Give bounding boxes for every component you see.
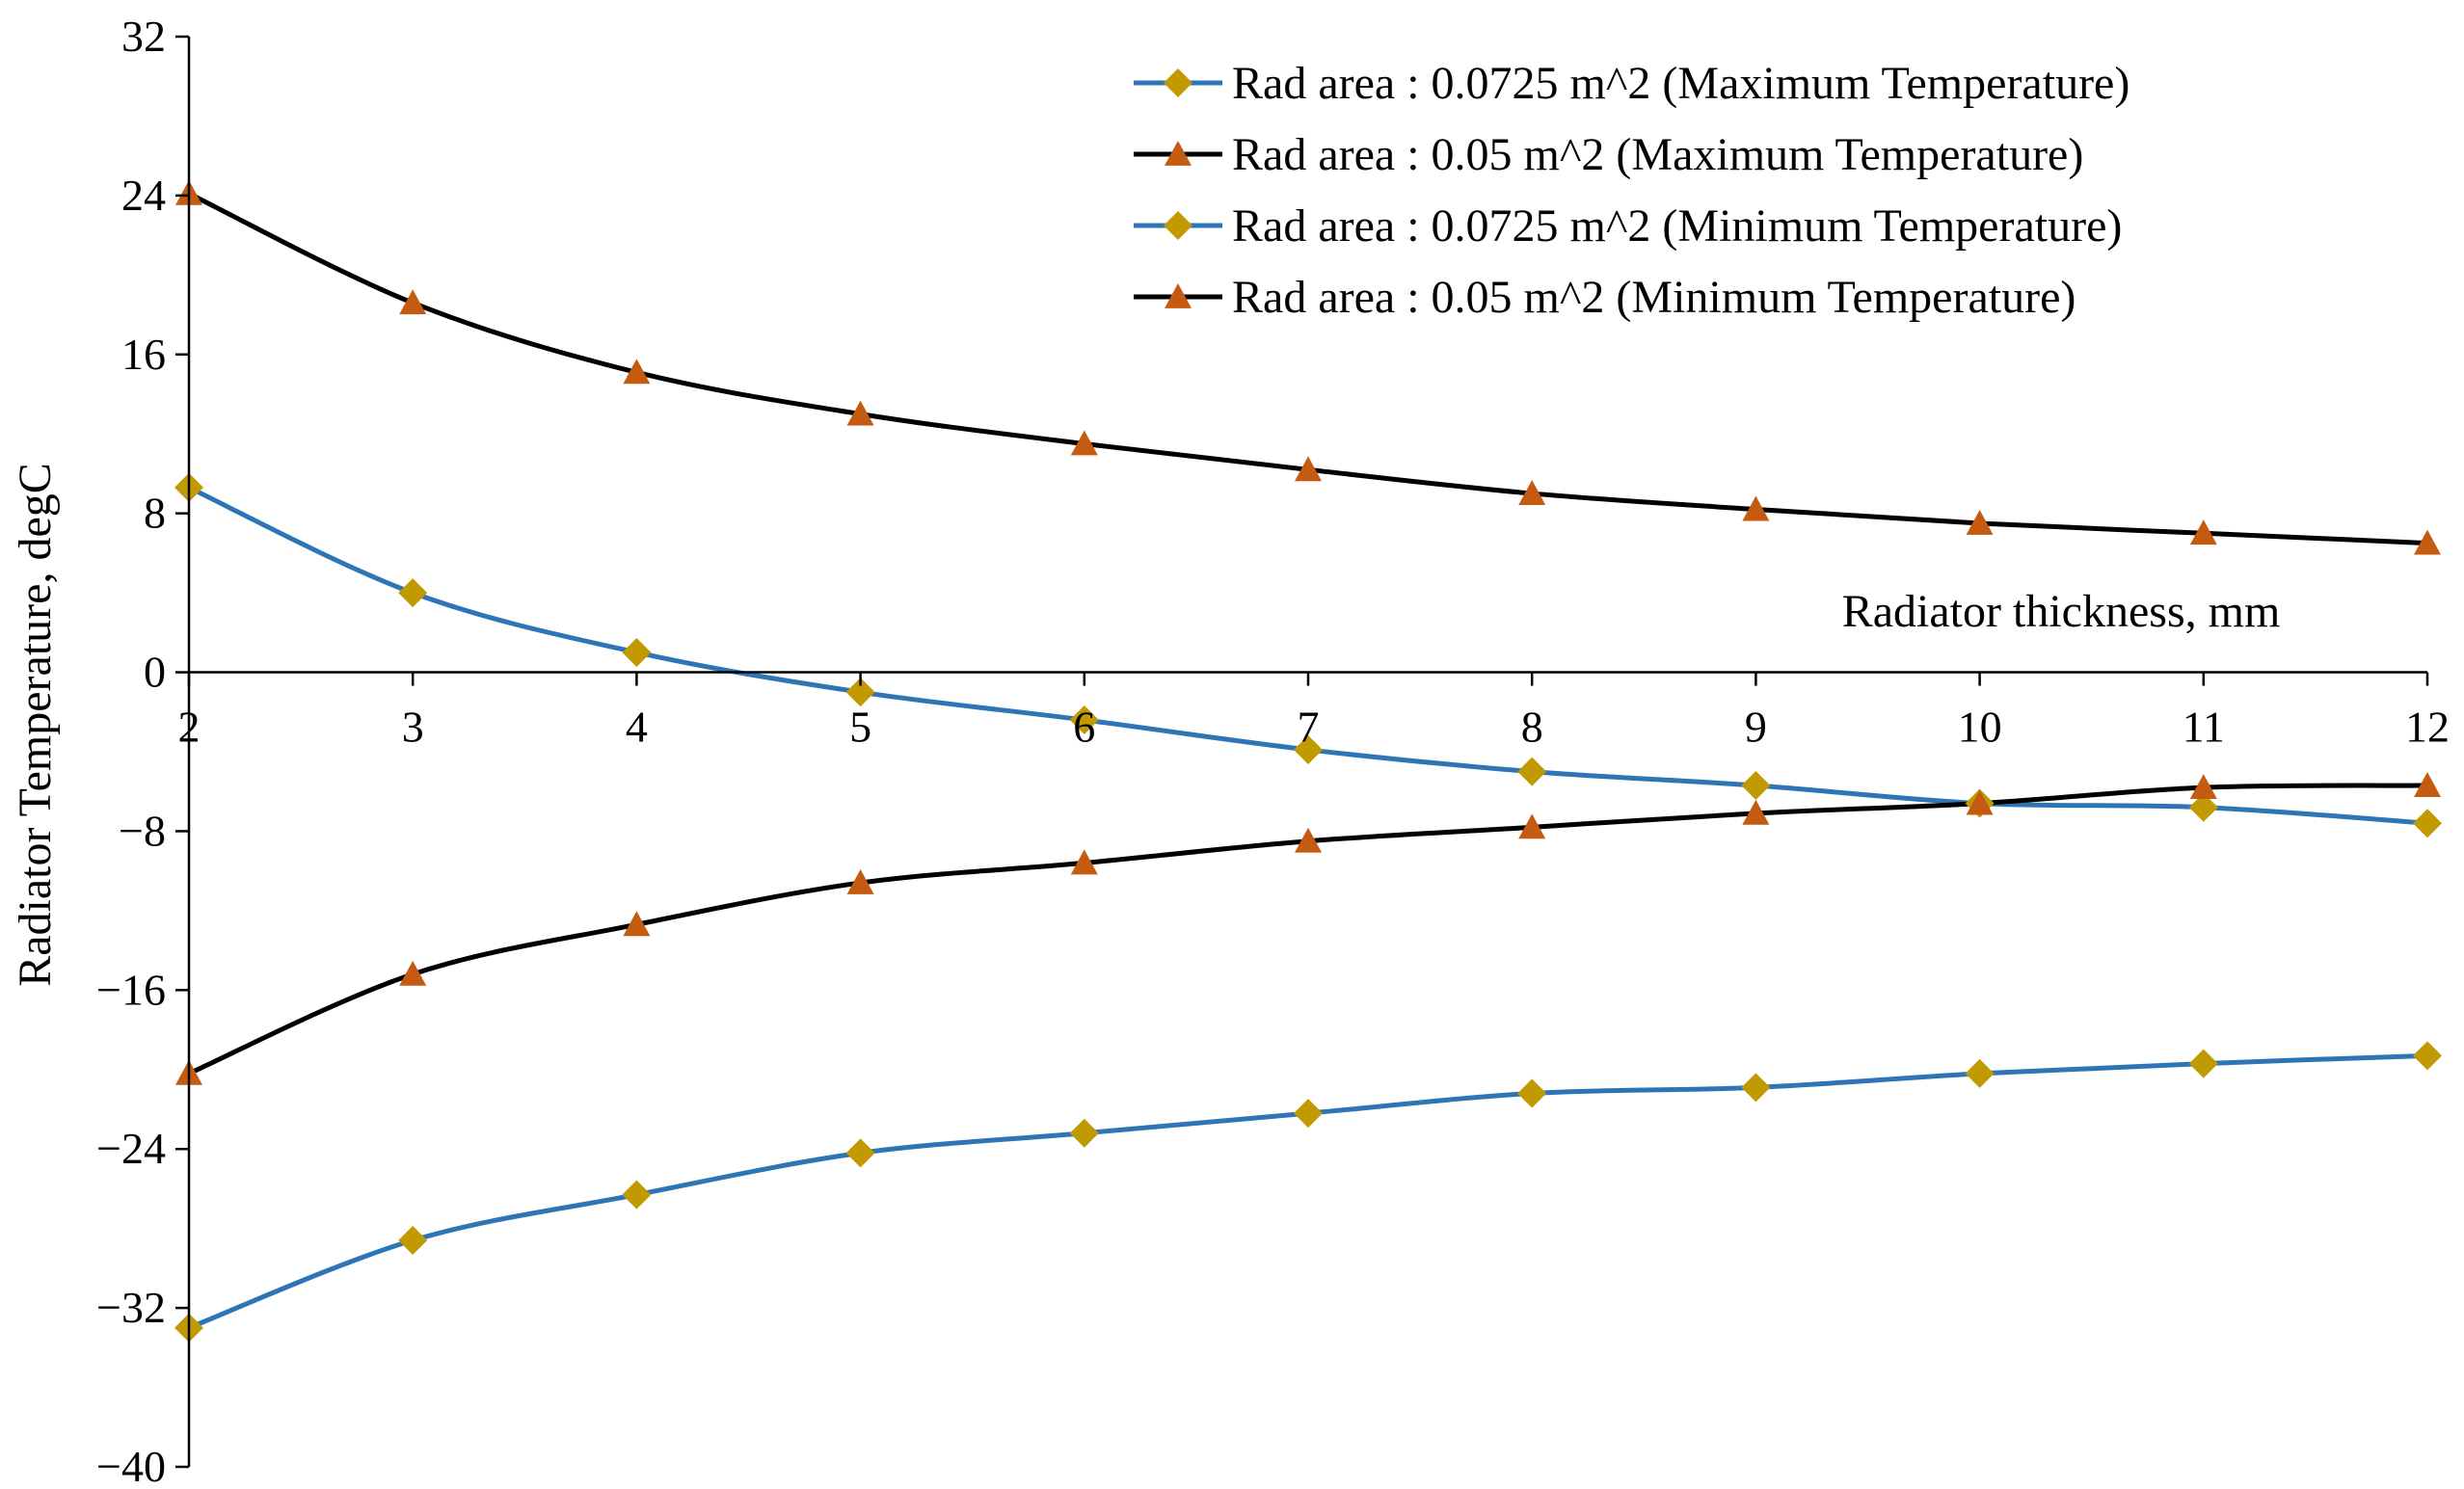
- x-tick-label: 2: [178, 703, 201, 752]
- data-point-series-2: [2189, 519, 2217, 545]
- x-tick-label: 9: [1745, 703, 1767, 752]
- x-tick-label: 4: [626, 703, 648, 752]
- x-tick-label: 8: [1521, 703, 1543, 752]
- data-point-series-2: [399, 289, 427, 315]
- x-tick-label: 5: [849, 703, 871, 752]
- x-tick-label: 11: [2183, 703, 2225, 752]
- data-point-series-1: [845, 678, 875, 707]
- x-tick-label: 12: [2405, 703, 2450, 752]
- y-tick-label: −24: [96, 1124, 166, 1173]
- data-point-series-4: [1295, 827, 1322, 853]
- y-tick-label: −8: [119, 806, 166, 855]
- y-tick-label: −40: [96, 1442, 166, 1484]
- data-point-series-1: [2188, 792, 2218, 822]
- data-point-series-1: [2413, 809, 2442, 838]
- legend-marker-1: [1164, 68, 1192, 97]
- x-tick-label: 3: [402, 703, 424, 752]
- x-tick-label: 7: [1298, 703, 1320, 752]
- legend-label-2: Rad area : 0.05 m^2 (Maximum Temperature…: [1232, 129, 2083, 180]
- data-point-series-1: [622, 637, 652, 667]
- data-point-series-1: [1517, 757, 1547, 786]
- data-point-series-1: [1741, 771, 1771, 801]
- data-point-series-3: [2413, 1041, 2442, 1071]
- data-point-series-2: [1070, 430, 1098, 456]
- data-point-series-4: [623, 911, 651, 937]
- data-point-series-1: [398, 578, 428, 608]
- legend-label-4: Rad area : 0.05 m^2 (Minimum Temperature…: [1232, 272, 2076, 323]
- data-point-series-2: [1966, 509, 1994, 535]
- data-point-series-3: [1741, 1073, 1771, 1103]
- data-point-series-1: [1294, 734, 1323, 764]
- data-point-series-3: [1069, 1118, 1099, 1148]
- legend-label-3: Rad area : 0.0725 m^2 (Minimum Temperatu…: [1232, 200, 2122, 252]
- data-point-series-4: [2189, 774, 2217, 799]
- y-tick-label: 0: [144, 648, 166, 697]
- legend-marker-2: [1165, 141, 1192, 166]
- series-line-1: [186, 485, 2430, 826]
- data-point-series-2: [846, 400, 874, 426]
- data-point-series-4: [2414, 772, 2441, 797]
- data-point-series-4: [1070, 849, 1098, 875]
- data-point-series-2: [1518, 480, 1546, 505]
- data-point-series-3: [622, 1180, 652, 1210]
- y-tick-label: 32: [121, 12, 166, 61]
- data-point-series-1: [1069, 705, 1099, 735]
- x-axis-title: Radiator thickness, mm: [1842, 586, 2281, 637]
- y-tick-label: 8: [144, 489, 166, 538]
- data-point-series-3: [2188, 1049, 2218, 1078]
- series-line-3: [186, 1052, 2430, 1331]
- data-point-series-3: [1517, 1078, 1547, 1108]
- data-point-series-3: [1965, 1058, 1995, 1088]
- data-point-series-3: [398, 1226, 428, 1256]
- y-tick-label: −32: [96, 1283, 166, 1332]
- data-point-series-2: [1295, 456, 1322, 482]
- data-point-series-4: [1742, 799, 1770, 825]
- series-markers: [174, 179, 2442, 1343]
- y-tick-label: −16: [96, 965, 166, 1014]
- data-point-series-2: [2414, 529, 2441, 555]
- y-tick-label: 24: [121, 171, 166, 220]
- x-tick-label: 10: [1958, 703, 2002, 752]
- y-ticks: 32 24 16 8 0 −8 −16 −24 −32 −40: [96, 12, 189, 1489]
- legend-marker-3: [1164, 211, 1192, 240]
- data-point-series-3: [845, 1138, 875, 1168]
- legend: Rad area : 0.0725 m^2 (Maximum Temperatu…: [1134, 58, 2129, 323]
- data-point-series-4: [1518, 813, 1546, 839]
- data-point-series-3: [1294, 1099, 1323, 1129]
- x-tick-label: 6: [1073, 703, 1095, 752]
- legend-label-1: Rad area : 0.0725 m^2 (Maximum Temperatu…: [1232, 58, 2129, 109]
- data-point-series-2: [623, 359, 651, 385]
- y-axis-title: Radiator Temperature, degC: [10, 463, 61, 987]
- data-point-series-4: [1966, 789, 1994, 815]
- data-point-series-4: [846, 869, 874, 894]
- y-tick-label: 16: [121, 330, 166, 379]
- x-ticks: 2 3 4 5 6 7 8 9 10 11 12: [178, 672, 2450, 752]
- legend-marker-4: [1165, 283, 1192, 308]
- data-point-series-2: [1742, 495, 1770, 521]
- data-point-series-4: [399, 960, 427, 986]
